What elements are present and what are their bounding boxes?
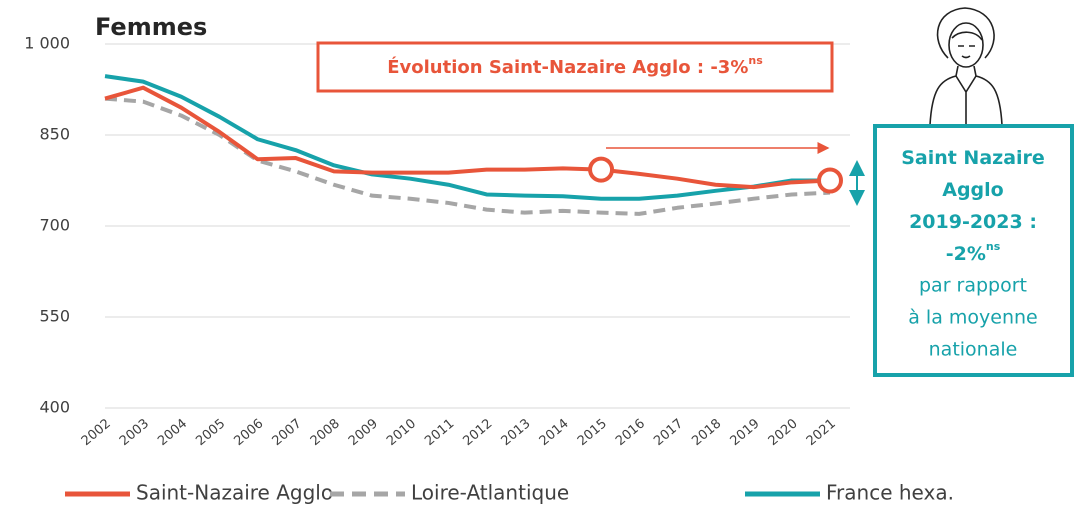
legend: Saint-Nazaire Agglo Loire-Atlantique Franc… [65,481,954,505]
callout-line: 2019-2023 : [909,211,1037,233]
x-tick-label: 2021 [804,416,839,449]
person-icon [930,8,1002,125]
legend-label: Loire-Atlantique [411,481,569,505]
x-tick-label: 2002 [79,416,114,449]
chart: Femmes 400 550 700 850 1 000 2002200320042005… [0,0,1076,509]
x-tick-label: 2020 [766,416,801,449]
x-tick-label: 2018 [689,416,724,449]
x-tick-label: 2007 [270,416,305,449]
x-tick-label: 2006 [231,416,266,449]
callout-line: Saint Nazaire [901,147,1045,169]
series-line [105,76,830,199]
x-tick-label: 2016 [613,416,648,449]
x-tick-label: 2011 [422,416,457,449]
headline-superscript: ns [748,54,763,67]
highlight-marker [590,159,612,181]
series-line [105,88,830,187]
x-tick-label: 2017 [651,416,686,449]
x-tick-label: 2009 [346,416,381,449]
y-tick-label: 700 [39,216,70,235]
chart-title: Femmes [95,13,207,41]
headline: Évolution Saint-Nazaire Agglo : -3%ns [387,54,763,78]
callout-text: Saint Nazaire [901,147,1045,169]
page: Femmes 400 550 700 850 1 000 2002200320042005… [0,0,1076,509]
callout-text: 2019-2023 : [909,211,1037,233]
y-tick-label: 850 [39,125,70,144]
x-tick-label: 2003 [117,416,152,449]
callout-note: par rapport [919,275,1027,297]
x-tick-label: 2015 [575,416,610,449]
x-tick-label: 2008 [308,416,343,449]
callout-note: à la moyenne [908,307,1037,329]
headline-text: Évolution Saint-Nazaire Agglo : -3% [387,56,748,78]
highlight-marker [819,170,841,192]
x-tick-label: 2013 [499,416,534,449]
x-tick-label: 2012 [460,416,495,449]
callout-superscript: ns [986,240,1001,253]
y-tick-label: 550 [39,307,70,326]
y-tick-label: 400 [39,398,70,417]
y-tick-label: 1 000 [24,34,70,53]
callout-text: Agglo [942,179,1003,201]
x-tick-label: 2005 [193,416,228,449]
x-tick-label: 2019 [728,416,763,449]
callout-text: -2% [946,243,986,265]
legend-label: Saint-Nazaire Agglo [136,481,333,505]
x-tick-label: 2010 [384,416,419,449]
x-tick-label: 2014 [537,416,572,449]
legend-label: France hexa. [826,481,954,505]
callout-line: Agglo [942,179,1003,201]
x-tick-label: 2004 [155,416,190,449]
callout-note: nationale [929,339,1018,361]
